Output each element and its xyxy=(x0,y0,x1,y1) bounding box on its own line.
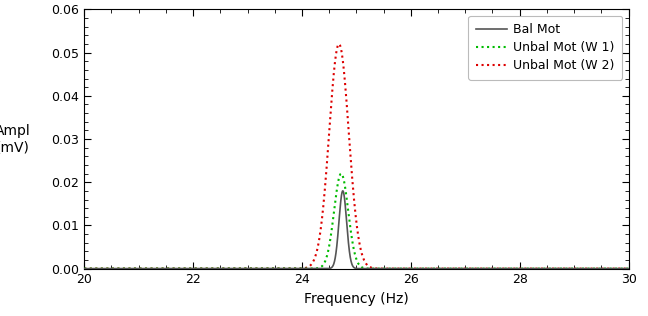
Unbal Mot (W 2) xyxy=(335,42,343,46)
Legend: Bal Mot, Unbal Mot (W 1), Unbal Mot (W 2): Bal Mot, Unbal Mot (W 1), Unbal Mot (W 2… xyxy=(469,16,622,80)
Bal Mot xyxy=(339,189,347,193)
Unbal Mot (W 1) xyxy=(338,172,345,175)
Y-axis label: Ampl
(mV): Ampl (mV) xyxy=(0,124,30,154)
Bal Mot xyxy=(83,267,91,270)
Unbal Mot (W 1) xyxy=(103,267,111,270)
Unbal Mot (W 1) xyxy=(596,267,604,270)
Unbal Mot (W 1) xyxy=(610,267,618,270)
Bal Mot xyxy=(113,267,121,270)
Unbal Mot (W 2) xyxy=(625,267,632,270)
Unbal Mot (W 1) xyxy=(83,267,91,270)
Line: Bal Mot: Bal Mot xyxy=(84,191,629,269)
Unbal Mot (W 2) xyxy=(596,267,604,270)
Unbal Mot (W 2) xyxy=(187,267,195,270)
Bal Mot xyxy=(625,267,632,270)
Bal Mot xyxy=(596,267,604,270)
Unbal Mot (W 1) xyxy=(113,267,121,270)
Unbal Mot (W 2) xyxy=(80,267,88,270)
Unbal Mot (W 1) xyxy=(187,267,195,270)
Bal Mot xyxy=(103,267,111,270)
Line: Unbal Mot (W 1): Unbal Mot (W 1) xyxy=(84,173,629,269)
Unbal Mot (W 2) xyxy=(83,267,91,270)
Line: Unbal Mot (W 2): Unbal Mot (W 2) xyxy=(84,44,629,269)
Unbal Mot (W 1) xyxy=(347,226,354,230)
Bal Mot xyxy=(80,267,88,270)
Unbal Mot (W 2) xyxy=(347,153,354,156)
Unbal Mot (W 2) xyxy=(113,267,121,270)
Unbal Mot (W 1) xyxy=(80,267,88,270)
Unbal Mot (W 1) xyxy=(625,267,632,270)
X-axis label: Frequency (Hz): Frequency (Hz) xyxy=(304,292,409,306)
Bal Mot xyxy=(187,267,195,270)
Bal Mot xyxy=(347,256,354,260)
Unbal Mot (W 2) xyxy=(103,267,111,270)
